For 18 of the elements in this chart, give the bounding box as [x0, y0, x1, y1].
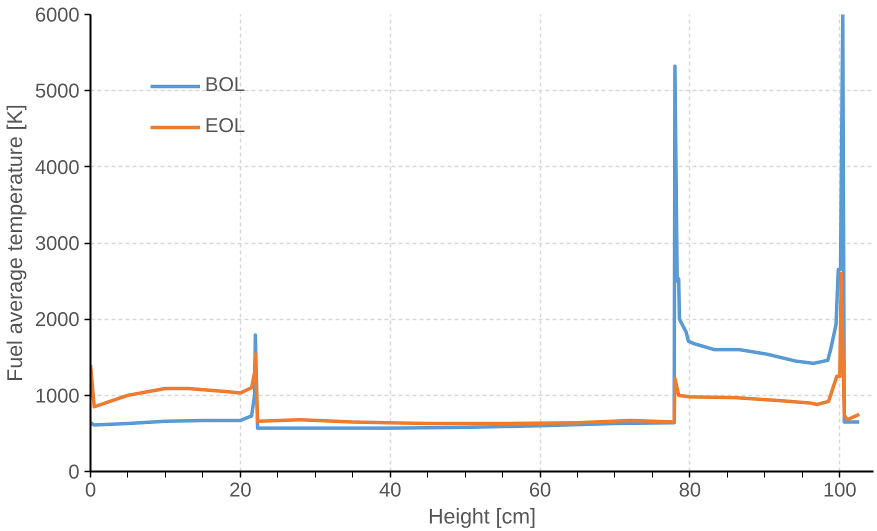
x-tick-label: 60	[528, 480, 552, 502]
y-tick-label: 2000	[35, 309, 80, 332]
x-tick-label: 0	[84, 480, 96, 502]
y-tick-label: 0	[68, 462, 80, 484]
x-tick-label: 20	[229, 480, 252, 502]
legend-label: EOL	[205, 115, 246, 138]
y-tick-label: 5000	[35, 80, 80, 103]
legend-label: BOL	[205, 74, 246, 97]
x-axis-title: Height [cm]	[428, 504, 536, 528]
x-tick-label: 100	[823, 480, 856, 502]
y-tick-label: 1000	[35, 385, 80, 408]
y-tick-label: 3000	[35, 233, 80, 255]
x-tick-label: 40	[379, 480, 402, 502]
y-tick-label: 4000	[35, 156, 80, 179]
line-series	[90, 272, 862, 426]
x-tick-label: 80	[678, 480, 702, 502]
y-axis-title: Fuel average temperature [K]	[3, 104, 28, 382]
y-tick-label: 6000	[35, 4, 80, 26]
